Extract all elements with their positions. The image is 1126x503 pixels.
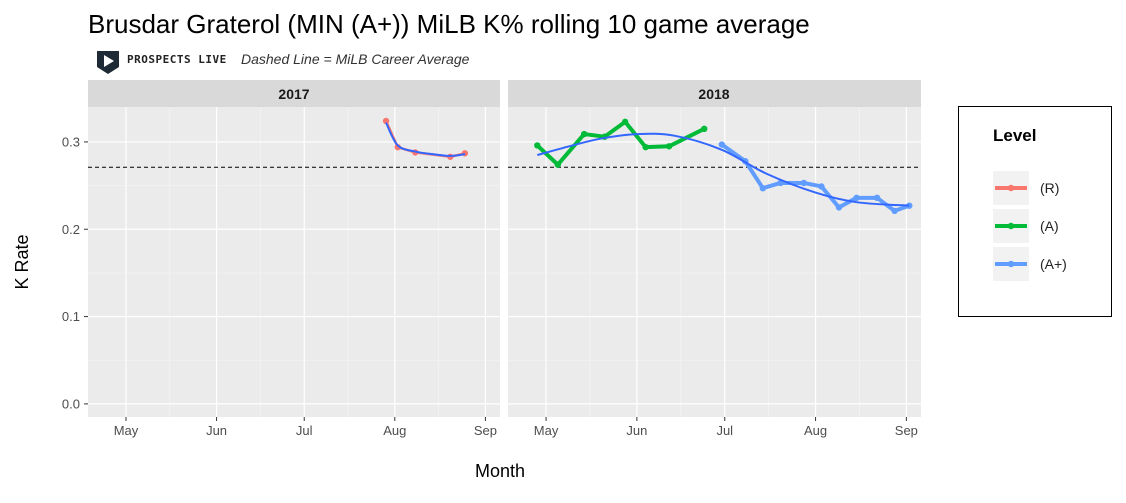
- x-tick-label: Jun: [206, 423, 227, 438]
- data-point: [800, 179, 808, 187]
- legend-key-point: [1007, 184, 1015, 192]
- y-tick-label: 0.2: [62, 222, 80, 237]
- data-point: [891, 207, 898, 215]
- legend: Level (R) (A) (A+): [958, 106, 1112, 317]
- legend-key-point: [1007, 222, 1015, 230]
- plot-background: [88, 107, 500, 417]
- x-tick-label: Sep: [895, 423, 918, 438]
- data-point: [835, 204, 843, 211]
- legend-label: (A+): [1040, 256, 1067, 272]
- data-point: [534, 142, 541, 149]
- prospects-live-logo: PROSPECTS LIVE: [97, 51, 227, 74]
- x-tick-label: Aug: [383, 423, 406, 438]
- facet-panel-2018: 2018: [508, 80, 921, 417]
- data-point: [665, 143, 673, 150]
- smooth-trend-line: [537, 132, 910, 207]
- legend-title: Level: [993, 126, 1036, 145]
- data-point: [818, 183, 825, 190]
- data-point: [718, 141, 726, 148]
- data-point: [701, 125, 708, 133]
- y-axis-title: K Rate: [12, 234, 32, 289]
- series-line: [535, 119, 706, 167]
- data-point: [853, 194, 860, 202]
- y-axis: 0.0 0.1 0.2 0.3: [62, 134, 88, 411]
- legend-label: (R): [1040, 180, 1059, 196]
- data-point: [461, 150, 469, 157]
- legend-box: [958, 106, 1112, 317]
- x-axis-title: Month: [475, 461, 525, 481]
- logo-text: PROSPECTS LIVE: [127, 53, 227, 66]
- x-tick-label: Aug: [804, 423, 827, 438]
- x-tick-label: Jul: [716, 423, 733, 438]
- data-point: [873, 194, 881, 202]
- smooth-trend-line: [385, 122, 466, 157]
- x-tick-label: May: [114, 423, 139, 438]
- y-tick-label: 0.0: [62, 396, 80, 411]
- x-tick-label: Jul: [296, 423, 313, 438]
- play-icon: [104, 55, 114, 67]
- x-tick-label: Sep: [474, 423, 497, 438]
- data-point: [554, 161, 561, 168]
- chart-title: Brusdar Graterol (MIN (A+)) MiLB K% roll…: [88, 9, 810, 39]
- chart-caption: Dashed Line = MiLB Career Average: [241, 51, 470, 67]
- x-axis: May Jun Jul Aug Sep May Jun Jul Aug Sep: [114, 417, 918, 438]
- facet-strip-label: 2018: [698, 86, 729, 102]
- facet-strip-label: 2017: [278, 86, 309, 102]
- y-tick-label: 0.3: [62, 134, 80, 149]
- data-point: [382, 117, 390, 125]
- data-point: [621, 118, 629, 126]
- data-point: [580, 130, 588, 138]
- data-point: [759, 185, 767, 192]
- y-tick-label: 0.1: [62, 309, 80, 324]
- legend-key-point: [1007, 260, 1015, 268]
- legend-label: (A): [1040, 218, 1059, 234]
- facet-strip: [508, 80, 921, 107]
- data-point: [642, 143, 649, 151]
- x-tick-label: May: [534, 423, 559, 438]
- facet-panel-2017: 2017: [88, 80, 500, 417]
- plot-background: [508, 107, 921, 417]
- facet-strip: [88, 80, 500, 107]
- x-tick-label: Jun: [626, 423, 647, 438]
